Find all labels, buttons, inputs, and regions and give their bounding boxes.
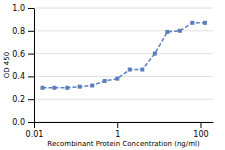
marker	[40, 86, 44, 90]
marker	[165, 30, 169, 34]
marker	[78, 85, 82, 89]
y-tick-mark	[28, 76, 34, 77]
y-tick: 0.4	[12, 72, 34, 81]
y-tick-label: 0.8	[12, 27, 25, 36]
grid-line	[34, 76, 213, 77]
axis-line	[34, 9, 35, 123]
x-tick-label: 1	[115, 130, 120, 139]
y-tick: 0.0	[12, 118, 34, 127]
marker	[203, 21, 207, 25]
marker	[115, 77, 119, 81]
y-tick-mark	[28, 31, 34, 32]
grid-line	[34, 8, 213, 9]
y-tick-label: 0.6	[12, 50, 25, 59]
marker	[52, 86, 56, 90]
y-tick-label: 0.0	[12, 118, 25, 127]
x-axis: 0.01 1 100	[26, 122, 214, 139]
x-tick: 0.01	[26, 122, 44, 139]
x-tick: 100	[193, 122, 208, 139]
marker	[65, 86, 69, 90]
x-tick-label: 100	[193, 130, 208, 139]
y-tick: 1.0	[12, 4, 34, 13]
y-tick-mark	[28, 122, 34, 123]
chart: 0.01 1 100 0.0 0.2 0.4 0.6 0.8 1.0 Recombinant Pr…	[0, 0, 225, 150]
x-tick-mark	[200, 122, 201, 128]
grid	[34, 8, 213, 122]
grid-line	[34, 30, 213, 31]
x-tick-label: 0.01	[26, 130, 44, 139]
x-tick-mark	[117, 122, 118, 128]
plot-area: 0.01 1 100 0.0 0.2 0.4 0.6 0.8 1.0	[12, 4, 213, 139]
line	[42, 23, 204, 88]
grid-line	[34, 122, 213, 123]
axis-line	[35, 122, 214, 123]
x-tick: 1	[115, 122, 120, 139]
y-tick-mark	[28, 54, 34, 55]
grid-line	[34, 53, 213, 54]
y-tick-label: 1.0	[12, 4, 25, 13]
marker	[90, 84, 94, 88]
y-axis-title: OD 450	[3, 52, 11, 79]
y-tick: 0.6	[12, 50, 34, 59]
marker	[140, 68, 144, 72]
x-axis-title: Recombinant Protein Concentration (ng/ml…	[47, 140, 200, 148]
marker	[103, 79, 107, 83]
marker	[178, 29, 182, 33]
y-tick-mark	[28, 8, 34, 9]
marks	[40, 21, 206, 90]
y-tick: 0.8	[12, 27, 34, 36]
marker	[128, 68, 132, 72]
y-axis: 0.0 0.2 0.4 0.6 0.8 1.0	[12, 4, 34, 127]
y-tick-label: 0.2	[12, 95, 25, 104]
y-tick-mark	[28, 99, 34, 100]
y-tick: 0.2	[12, 95, 34, 104]
x-tick-mark	[34, 122, 35, 128]
y-tick-label: 0.4	[12, 72, 25, 81]
marker	[153, 52, 157, 56]
marker	[190, 21, 194, 25]
grid-line	[34, 99, 213, 100]
